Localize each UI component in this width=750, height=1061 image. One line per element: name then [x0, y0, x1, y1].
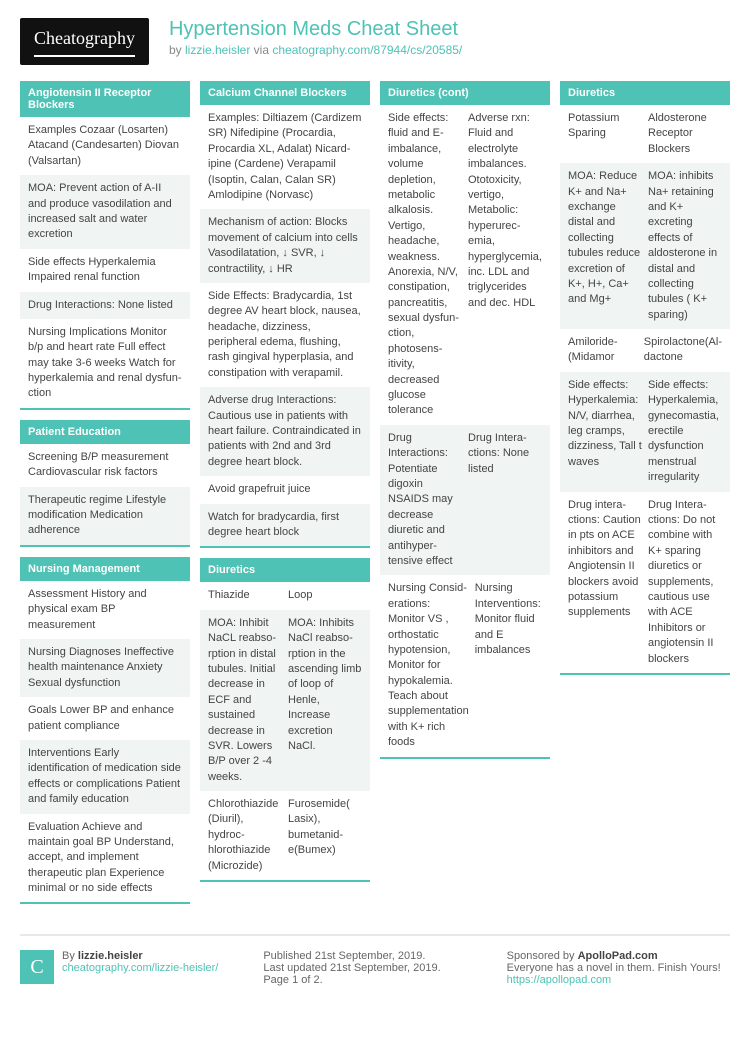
author-link[interactable]: lizzie.heisler [185, 43, 250, 57]
footer-page: Page 1 of 2. [263, 974, 486, 986]
footer-updated: Last updated 21st September, 2019. [263, 962, 486, 974]
section-diuretics-b: Diuretics Potassium SparingAldosterone R… [560, 81, 730, 675]
table-row: MOA: Reduce K+ and Na+ exchange distal a… [560, 163, 730, 329]
footer-author: C By lizzie.heisler cheatography.com/liz… [20, 950, 243, 986]
footer-sponsor: Sponsored by ApolloPad.com Everyone has … [507, 950, 730, 986]
cell: Amiloride­(Midamor [568, 335, 638, 366]
cell: Side Effects: Bradycardia, 1st degree AV… [200, 283, 370, 387]
avatar-icon: C [20, 950, 54, 984]
section-heading: Diuretics [200, 558, 370, 582]
cell: Furose­mide( Lasix), bumetanid­e(Bumex) [288, 797, 362, 874]
table-row: Side effects: fluid and E-imbalance, vol… [380, 105, 550, 425]
cell: Goals Lower BP and enhance patient compl… [20, 697, 190, 740]
cell: Adverse rxn: Fluid and electr­olyte imba… [468, 111, 542, 419]
cell: Side effects: Hyperkalemia, gynecomastia… [648, 378, 722, 486]
cell: Spirolactone(Al­dactone [644, 335, 722, 366]
table-row: Potassium SparingAldosterone Receptor Bl… [560, 105, 730, 163]
cell: Watch for bradycardia, first degree hear… [200, 504, 370, 549]
cell: Side effects: Hyperk­alemia: N/V, diarrh… [568, 378, 642, 486]
cell: Screening B/P measurement Cardiovascular… [20, 444, 190, 487]
cell: Examples: Diltiazem (Cardizem SR) Nifedi… [200, 105, 370, 209]
page: Cheatography Hypertension Meds Cheat She… [0, 0, 750, 1008]
page-title: Hypertension Meds Cheat Sheet [169, 18, 462, 41]
sponsor-link[interactable]: https://apollopad.com [507, 974, 730, 986]
cell: Examples Cozaar (Losarten) Atacand (Cand… [20, 117, 190, 175]
cell: Mechanism of action: Blocks movement of … [200, 209, 370, 283]
section-ccb: Calcium Channel Blockers Examples: Dilti… [200, 81, 370, 548]
table-row: Thiazide Loop [200, 582, 370, 609]
table-row: Amiloride­(MidamorSpirolactone(Al­dacton… [560, 329, 730, 372]
column-1: Angiotensin II Receptor Blockers Example… [20, 81, 190, 914]
section-heading: Diuretics [560, 81, 730, 105]
cell: Evaluation Achieve and maintain goal BP … [20, 814, 190, 905]
cell: Nursing Intervent­ions: Monitor fluid an… [475, 581, 542, 750]
cell: Interventions Early identification of me… [20, 740, 190, 814]
table-row: Drug intera­ctions: Caution in pts on AC… [560, 492, 730, 675]
section-arb: Angiotensin II Receptor Blockers Example… [20, 81, 190, 410]
cell: Aldosterone Receptor Blockers [648, 111, 722, 157]
sponsor-name: ApolloPad.com [578, 950, 658, 962]
table-row: MOA: Inhibit NaCL reabso­rption in dista… [200, 610, 370, 791]
footer-meta: Published 21st September, 2019. Last upd… [263, 950, 486, 986]
footer-author-name: lizzie.heisler [78, 950, 143, 962]
table-row: Side effects: Hyperk­alemia: N/V, diarrh… [560, 372, 730, 492]
column-2: Calcium Channel Blockers Examples: Dilti… [200, 81, 370, 914]
cell: Avoid grapefruit juice [200, 476, 370, 503]
columns: Angiotensin II Receptor Blockers Example… [20, 81, 730, 914]
header: Cheatography Hypertension Meds Cheat She… [20, 18, 730, 65]
cell: MOA: Reduce K+ and Na+ exchange distal a… [568, 169, 642, 323]
section-diuretics-cont: Diuretics (cont) Side effects: fluid and… [380, 81, 550, 759]
cell: MOA: Prevent action of A-II and produce … [20, 175, 190, 249]
by-text: by [169, 43, 185, 57]
section-heading: Patient Education [20, 420, 190, 444]
section-nursing-mgmt: Nursing Management Assessment History an… [20, 557, 190, 905]
source-link[interactable]: cheatography.com/87944/cs/20585/ [272, 43, 462, 57]
section-diuretics-a: Diuretics Thiazide Loop MOA: Inhibit NaCL… [200, 558, 370, 882]
cell: Drug Interactions: None listed [20, 292, 190, 319]
section-heading: Calcium Channel Blockers [200, 81, 370, 105]
cell: Drug Interactions: Potentiate digoxin NS… [388, 431, 462, 570]
cell: Potassium Sparing [568, 111, 642, 157]
cell: Drug Intera­ctions: Do not combine with … [648, 498, 722, 667]
via-text: via [250, 43, 272, 57]
cell: Drug Intera­ctions: None listed [468, 431, 542, 570]
cell: Side effects: fluid and E-imbalance, vol… [388, 111, 462, 419]
cell: MOA: inhibits Na+ retaining and K+ excre… [648, 169, 722, 323]
cell: Loop [288, 588, 362, 603]
cell: Assessment History and physical exam BP … [20, 581, 190, 639]
site-logo[interactable]: Cheatography [20, 18, 149, 65]
cell: MOA: Inhibit NaCL reabso­rption in dista… [208, 616, 282, 785]
table-row: Nursing Consid­erations: Monitor VS , or… [380, 575, 550, 758]
cell: Nursing Consid­erations: Monitor VS , or… [388, 581, 469, 750]
cell: Adverse drug Interactions: Cautious use … [200, 387, 370, 476]
table-row: Drug Interactions: Potentiate digoxin NS… [380, 425, 550, 576]
section-heading: Angiotensin II Receptor Blockers [20, 81, 190, 117]
sponsor-label: Sponsored by [507, 950, 578, 962]
footer: C By lizzie.heisler cheatography.com/liz… [20, 934, 730, 990]
cell: Nursing Diagnoses Ineffective health mai… [20, 639, 190, 697]
footer-by: By [62, 950, 78, 962]
cell: Side effects Hyperkalemia Impaired renal… [20, 249, 190, 292]
table-row: Chlorothiazide (Diuril), hydroc­hlorothi… [200, 791, 370, 882]
cell: Chlorothiazide (Diuril), hydroc­hlorothi… [208, 797, 282, 874]
footer-published: Published 21st September, 2019. [263, 950, 486, 962]
column-4: Diuretics Potassium SparingAldosterone R… [560, 81, 730, 914]
cell: Drug intera­ctions: Caution in pts on AC… [568, 498, 642, 667]
section-heading: Nursing Management [20, 557, 190, 581]
cell: MOA: Inhibits NaCl reabso­rption in the … [288, 616, 362, 785]
cell: Therapeutic regime Lifestyle modificatio… [20, 487, 190, 547]
cell: Nursing Implications Monitor b/p and hea… [20, 319, 190, 410]
column-3: Diuretics (cont) Side effects: fluid and… [380, 81, 550, 914]
byline: by lizzie.heisler via cheatography.com/8… [169, 43, 462, 57]
section-patient-ed: Patient Education Screening B/P measurem… [20, 420, 190, 547]
section-heading: Diuretics (cont) [380, 81, 550, 105]
sponsor-tagline: Everyone has a novel in them. Finish You… [507, 962, 730, 974]
title-block: Hypertension Meds Cheat Sheet by lizzie.… [169, 18, 462, 57]
cell: Thiazide [208, 588, 282, 603]
